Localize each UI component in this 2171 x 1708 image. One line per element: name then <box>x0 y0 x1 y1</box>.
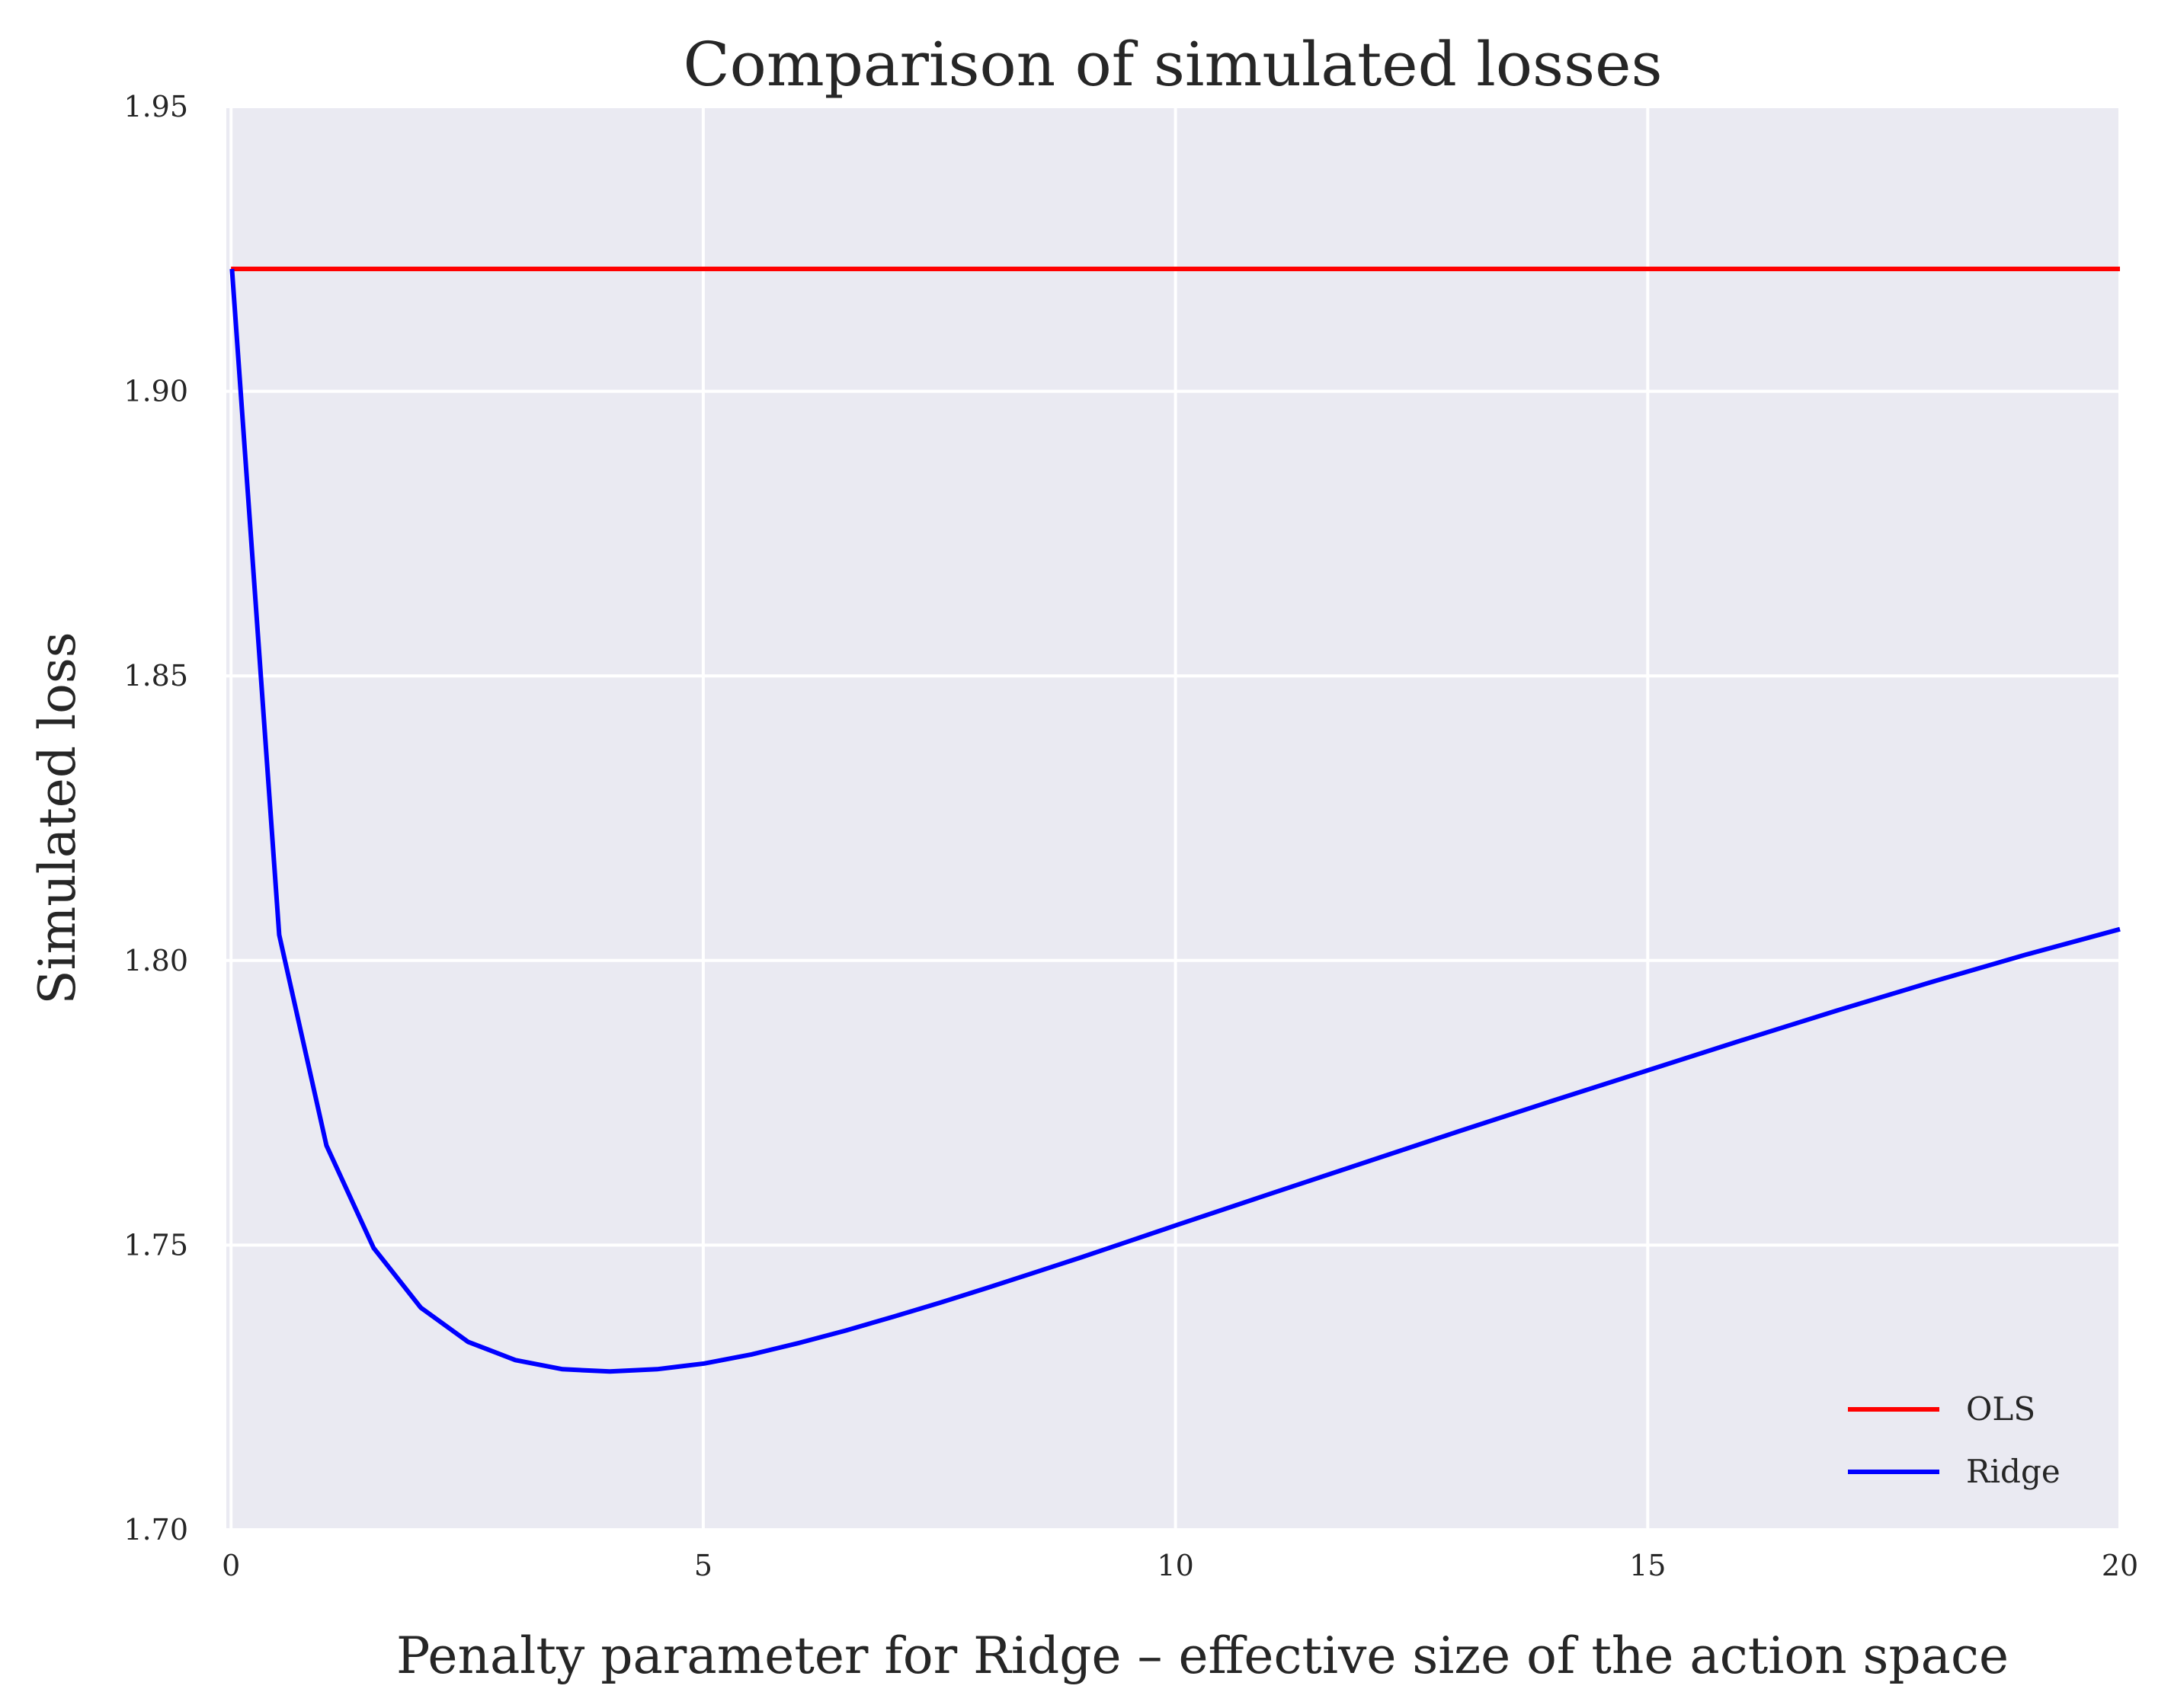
y-axis-label: Simulated loss <box>28 632 87 1004</box>
y-tick-label: 1.95 <box>123 90 188 123</box>
series-lines <box>229 267 2121 1374</box>
tick-labels: 0 5 10 15 20 1.70 1.75 1.80 1.85 1.90 1.95 <box>123 90 2138 1582</box>
y-tick-label: 1.70 <box>123 1513 188 1546</box>
legend-label-ols: OLS <box>1966 1390 2035 1428</box>
legend: OLS Ridge <box>1848 1390 2061 1490</box>
y-tick-label: 1.85 <box>123 659 188 692</box>
y-tick-label: 1.80 <box>123 944 188 977</box>
chart-title: Comparison of simulated losses <box>683 29 1662 100</box>
x-axis-label: Penalty parameter for Ridge – effective … <box>396 1626 2009 1685</box>
x-tick-label: 0 <box>222 1549 240 1582</box>
grid-lines <box>226 105 2121 1531</box>
x-tick-label: 20 <box>2102 1549 2138 1582</box>
x-tick-label: 5 <box>694 1549 712 1582</box>
y-tick-label: 1.90 <box>123 375 188 408</box>
plot-area-background <box>226 107 2120 1530</box>
x-tick-label: 10 <box>1157 1549 1193 1582</box>
series-line-ridge <box>229 268 2121 1374</box>
x-tick-label: 15 <box>1629 1549 1666 1582</box>
y-tick-label: 1.75 <box>123 1228 188 1262</box>
legend-label-ridge: Ridge <box>1966 1453 2061 1490</box>
